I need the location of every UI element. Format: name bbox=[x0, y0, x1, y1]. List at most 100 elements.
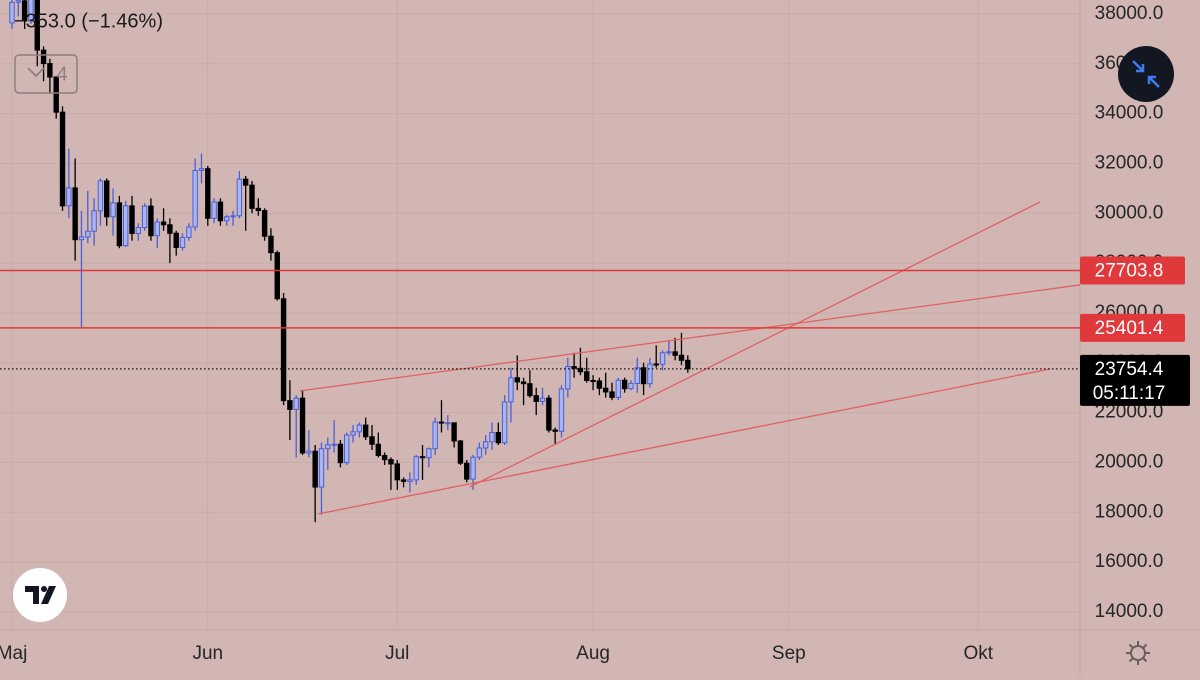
gear-icon[interactable] bbox=[1130, 645, 1146, 661]
candle-body bbox=[375, 443, 382, 456]
trendline bbox=[299, 284, 1080, 392]
y-tick-label: 38000.0 bbox=[1095, 3, 1164, 24]
y-tick-label: 22000.0 bbox=[1095, 402, 1164, 423]
candle-body bbox=[154, 221, 160, 237]
x-tick-label: Maj bbox=[0, 643, 27, 664]
grid bbox=[0, 0, 1080, 630]
candle-body bbox=[489, 432, 495, 443]
candle-body bbox=[179, 236, 186, 248]
level-label: 25401.4 bbox=[1095, 318, 1164, 339]
compress-icon bbox=[1132, 60, 1160, 88]
trendline bbox=[318, 368, 1051, 515]
candle-body bbox=[217, 201, 224, 222]
x-tick-label: Jul bbox=[385, 643, 409, 664]
candle-body bbox=[584, 371, 590, 381]
candle-body bbox=[470, 456, 476, 480]
candle-body bbox=[539, 397, 546, 402]
candle-body bbox=[552, 429, 558, 432]
candle-body bbox=[287, 400, 293, 410]
candle-body bbox=[419, 456, 426, 459]
candle-body bbox=[476, 447, 483, 458]
candle-body bbox=[72, 187, 78, 241]
candle-body bbox=[318, 448, 325, 488]
candle-body bbox=[438, 421, 445, 424]
level-label: 27703.8 bbox=[1095, 261, 1164, 282]
candle-body bbox=[394, 463, 400, 481]
candle-body bbox=[344, 434, 350, 464]
candle-body bbox=[306, 450, 312, 454]
x-tick-label: Jun bbox=[192, 643, 223, 664]
candle-body bbox=[634, 367, 640, 384]
toggle-circle[interactable] bbox=[1118, 46, 1174, 102]
y-tick-label: 30000.0 bbox=[1095, 202, 1164, 223]
candle-body bbox=[122, 205, 129, 247]
candle-body bbox=[15, 0, 22, 3]
logo-shape bbox=[41, 586, 47, 592]
candle-body bbox=[640, 367, 647, 385]
candle-body bbox=[230, 215, 236, 218]
candle-body bbox=[280, 298, 287, 402]
button-frame[interactable] bbox=[14, 54, 78, 94]
candle-body bbox=[293, 397, 299, 410]
candle-body bbox=[400, 479, 407, 482]
interval-button[interactable]: 4 bbox=[14, 54, 78, 94]
candle-body bbox=[464, 462, 470, 480]
candle-body bbox=[236, 178, 243, 217]
candle-body bbox=[666, 351, 672, 354]
candle-body bbox=[445, 422, 451, 425]
settings-button[interactable] bbox=[1126, 641, 1150, 665]
last-price-box bbox=[1080, 354, 1190, 406]
candle-body bbox=[78, 236, 85, 241]
countdown-label: 05:11:17 bbox=[1093, 383, 1166, 404]
fullscreen-toggle[interactable] bbox=[1118, 46, 1174, 102]
candle-body bbox=[621, 379, 628, 390]
candle-body bbox=[91, 210, 97, 232]
candle-body bbox=[129, 205, 135, 234]
candle-body bbox=[331, 443, 337, 446]
candle-body bbox=[167, 224, 173, 234]
last-price-label: 23754.4 bbox=[1095, 359, 1164, 380]
candle-body bbox=[242, 178, 249, 186]
candle-body bbox=[192, 169, 198, 228]
axes: 14000.016000.018000.020000.022000.024000… bbox=[0, 3, 1190, 664]
candle-body bbox=[381, 454, 388, 461]
candle-body bbox=[565, 366, 571, 390]
chevron-icon bbox=[27, 67, 45, 78]
candle-body bbox=[299, 397, 306, 454]
candle-body bbox=[685, 359, 691, 370]
logo-shape bbox=[41, 586, 56, 604]
y-tick-label: 14000.0 bbox=[1095, 601, 1164, 622]
logo-circle[interactable] bbox=[13, 568, 67, 622]
gear-icon bbox=[1126, 641, 1150, 665]
candle-body bbox=[148, 205, 154, 237]
candle-body bbox=[312, 450, 318, 488]
candle-body bbox=[501, 401, 508, 444]
candle-body bbox=[628, 382, 634, 390]
candle-body bbox=[85, 230, 91, 238]
tradingview-logo[interactable] bbox=[13, 568, 67, 622]
candle-body bbox=[97, 180, 104, 212]
candle-body bbox=[407, 479, 413, 482]
candle-body bbox=[255, 207, 262, 212]
candle-body bbox=[590, 379, 596, 382]
candle-body bbox=[520, 381, 527, 385]
candle-body bbox=[261, 210, 268, 237]
candle-body bbox=[546, 397, 552, 431]
x-tick-label: Aug bbox=[576, 643, 610, 664]
candle-body bbox=[451, 422, 457, 442]
plot-area bbox=[0, 0, 1080, 523]
candle-body bbox=[527, 383, 533, 397]
candle-body bbox=[356, 424, 363, 433]
candle-body bbox=[34, 0, 40, 51]
candle-body bbox=[533, 395, 539, 402]
candle-body bbox=[609, 391, 615, 398]
candle-body bbox=[104, 180, 110, 218]
candle-body bbox=[508, 377, 514, 403]
y-tick-label: 32000.0 bbox=[1095, 152, 1164, 173]
candle-body bbox=[432, 421, 438, 450]
candle-body bbox=[249, 184, 255, 209]
level-label-box bbox=[1080, 256, 1185, 285]
candle-body bbox=[514, 377, 520, 383]
candle-body bbox=[268, 235, 274, 254]
